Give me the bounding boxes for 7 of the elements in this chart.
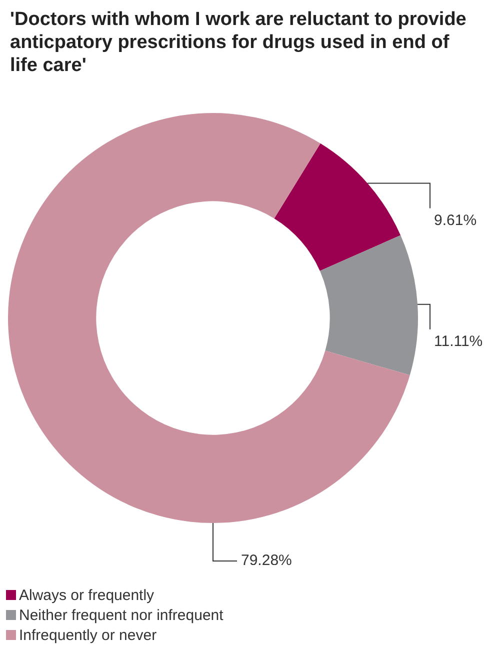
data-label: 11.11% xyxy=(434,333,483,350)
chart-title: 'Doctors with whom I work are reluctant to provide anticpatory prescritions for drugs used in end of life care' xyxy=(10,8,468,77)
data-label: 9.61% xyxy=(434,212,477,229)
legend-label: Neither frequent nor infrequent xyxy=(19,606,224,624)
legend-label: Always or frequently xyxy=(19,586,154,604)
legend-label: Infrequently or never xyxy=(19,626,157,644)
data-label: 79.28% xyxy=(241,552,292,570)
